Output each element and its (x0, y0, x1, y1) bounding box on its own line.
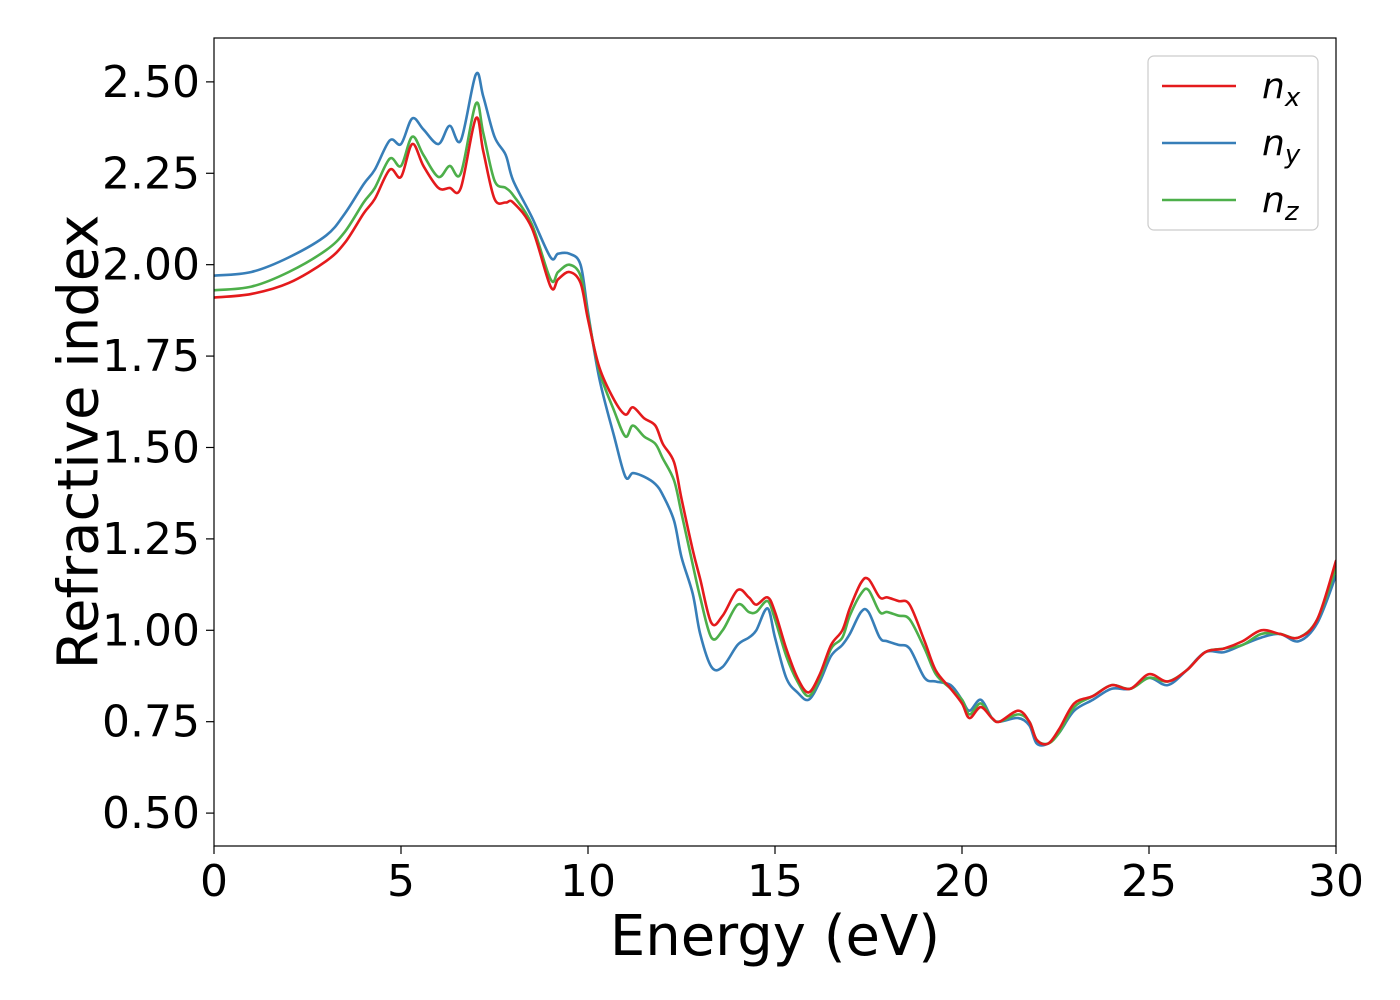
y-tick-label: 1.00 (102, 605, 200, 656)
series-line-ny (214, 71, 1336, 747)
x-axis-title: Energy (eV) (610, 904, 940, 969)
x-tick-label: 30 (1308, 856, 1364, 907)
x-tick-label: 10 (560, 856, 616, 907)
legend-entry: nz (1262, 180, 1300, 227)
series-line-nz (214, 101, 1336, 746)
y-tick-label: 1.50 (102, 422, 200, 473)
y-tick-label: 2.50 (102, 57, 200, 108)
x-tick-label: 25 (1121, 856, 1177, 907)
x-tick-label: 0 (200, 856, 228, 907)
y-tick-label: 1.75 (102, 331, 200, 382)
y-axis: 0.50 0.75 1.00 1.25 1.50 1.75 2.00 2.25 2.50 (102, 57, 214, 839)
legend-entry: nx (1262, 66, 1301, 113)
series-line-nx (214, 116, 1336, 746)
y-axis-title: Refractive index (47, 215, 112, 670)
legend-entry: ny (1262, 123, 1301, 170)
series-layer (214, 71, 1336, 747)
y-tick-label: 0.75 (102, 697, 200, 748)
y-tick-label: 2.25 (102, 148, 200, 199)
y-tick-label: 2.00 (102, 240, 200, 291)
x-tick-label: 15 (747, 856, 803, 907)
x-tick-label: 20 (934, 856, 990, 907)
legend: nx ny nz (1147, 55, 1319, 231)
y-tick-label: 1.25 (102, 514, 200, 565)
y-tick-label: 0.50 (102, 788, 200, 839)
x-tick-label: 5 (387, 856, 415, 907)
x-axis: 0 5 10 15 20 25 30 (200, 846, 1364, 907)
